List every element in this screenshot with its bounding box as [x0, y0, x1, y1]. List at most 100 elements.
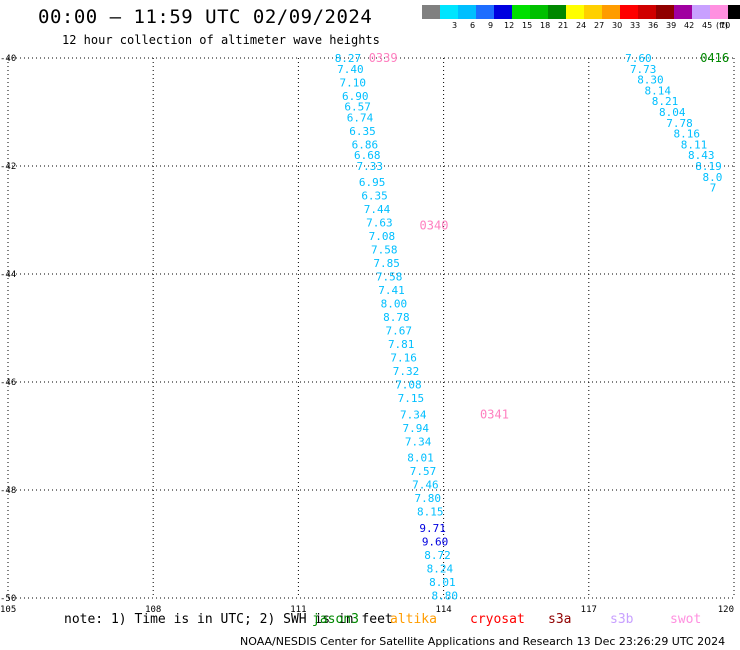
legend-swatch	[602, 5, 620, 19]
swh-value-label: 6.90	[342, 90, 369, 103]
swh-value-label: 7.15	[398, 392, 425, 405]
legend-label: 21	[558, 21, 569, 30]
satellite-s3b: s3b	[610, 612, 634, 627]
swh-value-label: 7.34	[405, 435, 432, 448]
legend-swatch	[692, 5, 710, 19]
swh-value-label: 8.01	[407, 452, 434, 465]
legend-label: 3	[452, 21, 458, 30]
satellite-altika: altika	[390, 612, 437, 627]
pass-id-label: 0340	[420, 218, 449, 232]
legend-label: 33	[630, 21, 641, 30]
swh-value-label: 8.11	[681, 138, 708, 151]
pass-id-label: 0341	[480, 407, 509, 421]
swh-value-label: 7	[710, 182, 717, 195]
swh-value-label: 7.80	[415, 492, 442, 505]
swh-value-label: 8.0	[703, 171, 723, 184]
swh-value-label: 7.67	[386, 325, 413, 338]
swh-value-label: 7.16	[390, 352, 417, 365]
pass-id-label: 0339	[369, 51, 398, 65]
legend-swatch	[710, 5, 728, 19]
legend-label: 30	[612, 21, 623, 30]
legend-swatch	[620, 5, 638, 19]
legend-swatch	[674, 5, 692, 19]
legend-label: 12	[504, 21, 515, 30]
swh-value-label: 8.01	[429, 576, 456, 589]
swh-value-label: 7.85	[373, 257, 400, 270]
swh-value-label: 7.46	[412, 479, 439, 492]
swh-value-label: 8.14	[644, 84, 671, 97]
pass-id-label: 0416	[700, 51, 729, 65]
legend-swatch	[656, 5, 674, 19]
swh-value-label: 7.33	[356, 160, 383, 173]
swh-value-label: 8.80	[432, 589, 459, 602]
swh-value-label: 7.08	[369, 230, 396, 243]
swh-value-label: 7.57	[410, 465, 437, 478]
legend-swatch	[494, 5, 512, 19]
legend-swatch	[728, 5, 740, 19]
legend-label: 42	[684, 21, 695, 30]
swh-value-label: 6.68	[354, 149, 381, 162]
legend-label: 70	[720, 21, 731, 30]
swh-value-label: 8.78	[383, 311, 410, 324]
satellite-swot: swot	[670, 612, 702, 627]
legend-label: 6	[470, 21, 476, 30]
swh-value-label: 7.32	[393, 365, 420, 378]
swh-value-label: 7.78	[666, 117, 693, 130]
swh-value-label: 7.34	[400, 408, 427, 421]
swh-value-label: 6.86	[352, 138, 379, 151]
swh-value-label: 8.24	[427, 562, 454, 575]
swh-value-label: 6.74	[347, 111, 374, 124]
swh-value-label: 7.41	[378, 284, 405, 297]
lon-tick-label: 114	[435, 605, 451, 615]
satellite-cryosat: cryosat	[470, 612, 525, 627]
swh-value-label: 6.35	[361, 190, 388, 203]
legend-swatch	[584, 5, 602, 19]
lon-tick-label: 108	[145, 605, 161, 615]
swh-value-label: 9.60	[422, 535, 449, 548]
swh-value-label: 8.04	[659, 106, 686, 119]
legend-swatch	[422, 5, 440, 19]
legend-swatch	[548, 5, 566, 19]
lon-tick-label: 117	[581, 605, 597, 615]
swh-value-label: 8.43	[688, 149, 715, 162]
legend-label: 18	[540, 21, 551, 30]
legend-swatch	[458, 5, 476, 19]
swh-value-label: 7.40	[337, 63, 364, 76]
swh-value-label: 7.60	[625, 52, 652, 65]
swh-value-label: 8.21	[652, 95, 679, 108]
swh-value-label: 7.10	[340, 76, 367, 89]
swh-value-label: 8.27	[335, 52, 362, 65]
lat-tick-label: -40	[0, 54, 16, 64]
satellite-s3a: s3a	[548, 612, 572, 627]
lat-tick-label: -48	[0, 486, 16, 496]
swh-value-label: 8.72	[424, 549, 451, 562]
legend-label: 45	[702, 21, 713, 30]
swh-value-label: 8.00	[381, 298, 408, 311]
legend-label: 36	[648, 21, 659, 30]
swh-value-label: 9.71	[419, 522, 446, 535]
legend-label: 9	[488, 21, 494, 30]
swh-value-label: 7.94	[402, 422, 429, 435]
swh-value-label: 7.58	[371, 244, 398, 257]
lat-tick-label: -50	[0, 594, 16, 604]
swh-value-label: 7.44	[364, 203, 391, 216]
lon-tick-label: 105	[0, 605, 16, 615]
page-subtitle: 12 hour collection of altimeter wave hei…	[62, 33, 380, 47]
legend-swatch	[530, 5, 548, 19]
swh-value-label: 6.57	[344, 101, 371, 114]
swh-value-label: 6.95	[359, 176, 386, 189]
swh-value-label: 7.81	[388, 338, 415, 351]
satellite-jason3: jason3	[312, 612, 359, 627]
legend-label: 24	[576, 21, 587, 30]
swh-value-label: 7.58	[376, 271, 403, 284]
page-title: 00:00 – 11:59 UTC 02/09/2024	[38, 6, 373, 28]
legend-label: 27	[594, 21, 605, 30]
swh-value-label: 7.08	[395, 379, 422, 392]
legend-swatch	[638, 5, 656, 19]
lat-tick-label: -44	[0, 270, 16, 280]
swh-value-label: 6.35	[349, 125, 376, 138]
footer-credit: NOAA/NESDIS Center for Satellite Applica…	[240, 635, 726, 648]
legend-swatch	[512, 5, 530, 19]
swh-value-label: 8.19	[695, 160, 722, 173]
